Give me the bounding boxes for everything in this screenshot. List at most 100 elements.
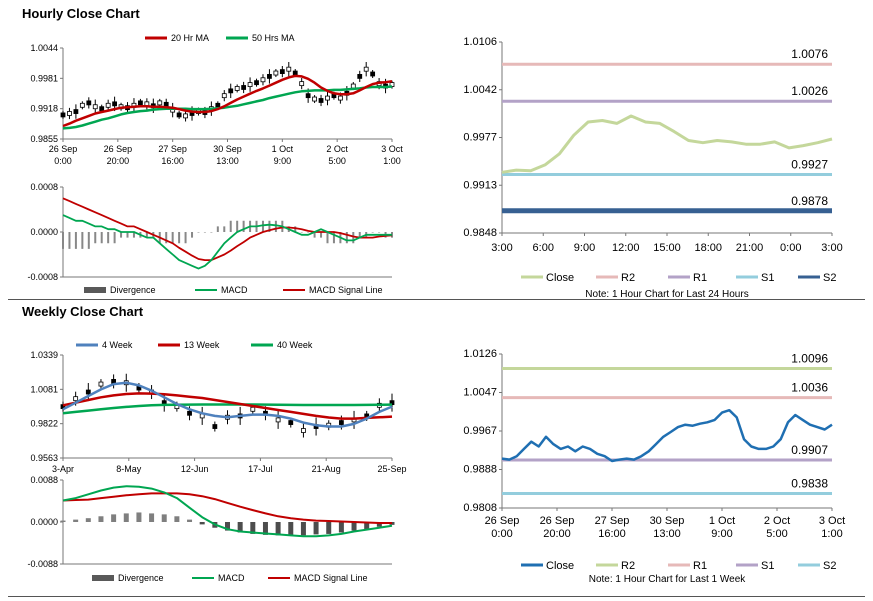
hourly-divergence-bar	[320, 232, 323, 238]
hourly-price-xtick-date: 3 Oct	[381, 144, 403, 154]
hourly-divergence-bar	[94, 232, 97, 244]
hourly-price-candle-body	[260, 77, 266, 83]
hourly-price-candle-body	[215, 102, 221, 108]
hourly-pivot-ytick-label: 1.0042	[463, 84, 497, 96]
hourly-divergence-bar	[81, 232, 84, 249]
section-divider	[8, 299, 865, 300]
hourly-pivot-ytick-label: 0.9913	[463, 179, 497, 191]
hourly-price-candle-body	[105, 102, 111, 108]
hourly-divergence-bar	[132, 232, 135, 238]
weekly-divergence-bar	[288, 522, 294, 536]
weekly-pivot-ytick-label: 0.9808	[463, 502, 497, 514]
weekly-price-xtick-label: 3-Apr	[52, 464, 74, 474]
weekly-divergence-bar	[161, 514, 167, 522]
weekly-divergence-bar	[225, 522, 230, 531]
hourly-macd-legend-label: MACD	[221, 285, 248, 295]
hourly-price-candle-body	[67, 111, 72, 116]
hourly-price-candle-body	[73, 109, 79, 114]
hourly-price-xtick-date: 2 Oct	[326, 144, 348, 154]
hourly-divergence-bar	[191, 232, 194, 238]
hourly-price-xtick-date: 26 Sep	[49, 144, 78, 154]
weekly-macd-ytick-label: -0.0088	[27, 559, 58, 569]
hourly-price-ytick-label: 0.9855	[30, 134, 58, 144]
weekly-signal-legend-label: MACD Signal Line	[294, 573, 368, 583]
weekly-pivot-xtick-date: 27 Sep	[595, 515, 630, 527]
hourly-divergence-bar	[294, 226, 297, 232]
hourly-divergence-bar	[371, 232, 374, 233]
weekly-w40-legend-label: 40 Week	[277, 340, 313, 350]
weekly-w4-line	[62, 381, 393, 428]
hourly-divergence-bar	[113, 232, 116, 244]
weekly-pivot-legend-label: R2	[621, 560, 635, 572]
hourly-price-xtick-date: 30 Sep	[213, 144, 242, 154]
weekly-pivot-level-label-R2: 1.0096	[791, 352, 828, 366]
hourly-divergence-bar	[345, 232, 348, 244]
hourly-pivot-xtick-label: 15:00	[653, 242, 681, 254]
weekly-divergence-bar	[250, 522, 256, 534]
weekly-pivot-xtick-date: 26 Sep	[540, 515, 575, 527]
weekly-w4-legend-label: 4 Week	[102, 340, 133, 350]
hourly-divergence-bar	[223, 226, 226, 232]
bottom-divider	[8, 596, 865, 597]
weekly-pivot-ytick-label: 1.0126	[463, 348, 497, 360]
hourly-price-xtick-time: 13:00	[216, 156, 239, 166]
weekly-divergence-bar	[85, 518, 91, 522]
hourly-pivot-level-label-R1: 1.0026	[791, 84, 828, 98]
hourly-divergence-bar	[236, 220, 239, 232]
weekly-macd-line	[62, 485, 393, 538]
hourly-divergence-bar	[178, 232, 181, 244]
hourly-price-candle-body	[318, 98, 324, 103]
weekly-price-candle-body	[85, 389, 91, 395]
hourly-divergence-bar	[216, 226, 219, 232]
hourly-pivot-level-label-S1: 0.9927	[791, 158, 828, 172]
hourly-pivot-ytick-label: 0.9977	[463, 132, 497, 144]
hourly-price-xtick-date: 26 Sep	[104, 144, 133, 154]
weekly-price-candle-body	[301, 428, 306, 433]
weekly-price-xtick-label: 21-Aug	[312, 464, 341, 474]
hourly-price-candle-body	[286, 66, 292, 72]
hourly-price-xtick-time: 9:00	[274, 156, 292, 166]
weekly-divergence-bar	[98, 516, 104, 522]
hourly-pivot-level-label-R2: 1.0076	[791, 47, 828, 61]
hourly-macd-ytick-label: 0.0000	[30, 227, 58, 237]
weekly-divergence-bar	[199, 522, 205, 525]
weekly-pivot-legend-label: S2	[823, 560, 836, 572]
hourly-price-candle-body	[350, 83, 356, 89]
weekly-pivot-xtick-time: 16:00	[598, 528, 626, 540]
hourly-price-xtick-time: 0:00	[54, 156, 72, 166]
hourly-macd-line	[62, 214, 392, 270]
hourly-price-xtick-time: 16:00	[161, 156, 184, 166]
hourly-price-candle-body	[92, 104, 98, 110]
weekly-pivot-xtick-date: 1 Oct	[709, 515, 735, 527]
weekly-pivot-xtick-time: 5:00	[766, 528, 787, 540]
weekly-divergence-legend-swatch	[92, 575, 114, 581]
hourly-divergence-bar	[229, 220, 232, 232]
hourly-divergence-bar	[352, 232, 355, 244]
weekly-pivot-legend-label: S1	[761, 560, 774, 572]
weekly-price-ytick-label: 1.0339	[30, 350, 58, 360]
hourly-pivot-note: Note: 1 Hour Chart for Last 24 Hours	[585, 289, 748, 300]
weekly-divergence-bar	[149, 513, 155, 522]
weekly-divergence-legend-label: Divergence	[118, 573, 164, 583]
weekly-divergence-bar	[237, 522, 243, 533]
weekly-price-xtick-label: 8-May	[116, 464, 142, 474]
hourly-divergence-bar	[203, 232, 206, 233]
weekly-divergence-bar	[364, 522, 370, 530]
hourly-price-candle-body	[112, 101, 118, 107]
hourly-price-candle-body	[241, 85, 247, 90]
hourly-pivot-legend-label: R2	[621, 272, 635, 284]
weekly-divergence-bar	[326, 522, 332, 534]
weekly-price-ytick-label: 0.9822	[30, 419, 58, 429]
weekly-divergence-bar	[111, 514, 117, 522]
weekly-divergence-bar	[136, 512, 142, 522]
weekly-divergence-bar	[187, 519, 193, 522]
hourly-divergence-bar	[165, 232, 168, 244]
hourly-ma50-line	[62, 85, 393, 130]
weekly-pivot-ytick-label: 0.9967	[463, 425, 497, 437]
hourly-divergence-bar	[378, 232, 381, 233]
hourly-price-candle-body	[183, 113, 188, 119]
hourly-section-title: Hourly Close Chart	[22, 6, 140, 21]
weekly-pivot-level-label-R1: 1.0036	[791, 381, 828, 395]
weekly-price-candle-body	[98, 381, 104, 387]
